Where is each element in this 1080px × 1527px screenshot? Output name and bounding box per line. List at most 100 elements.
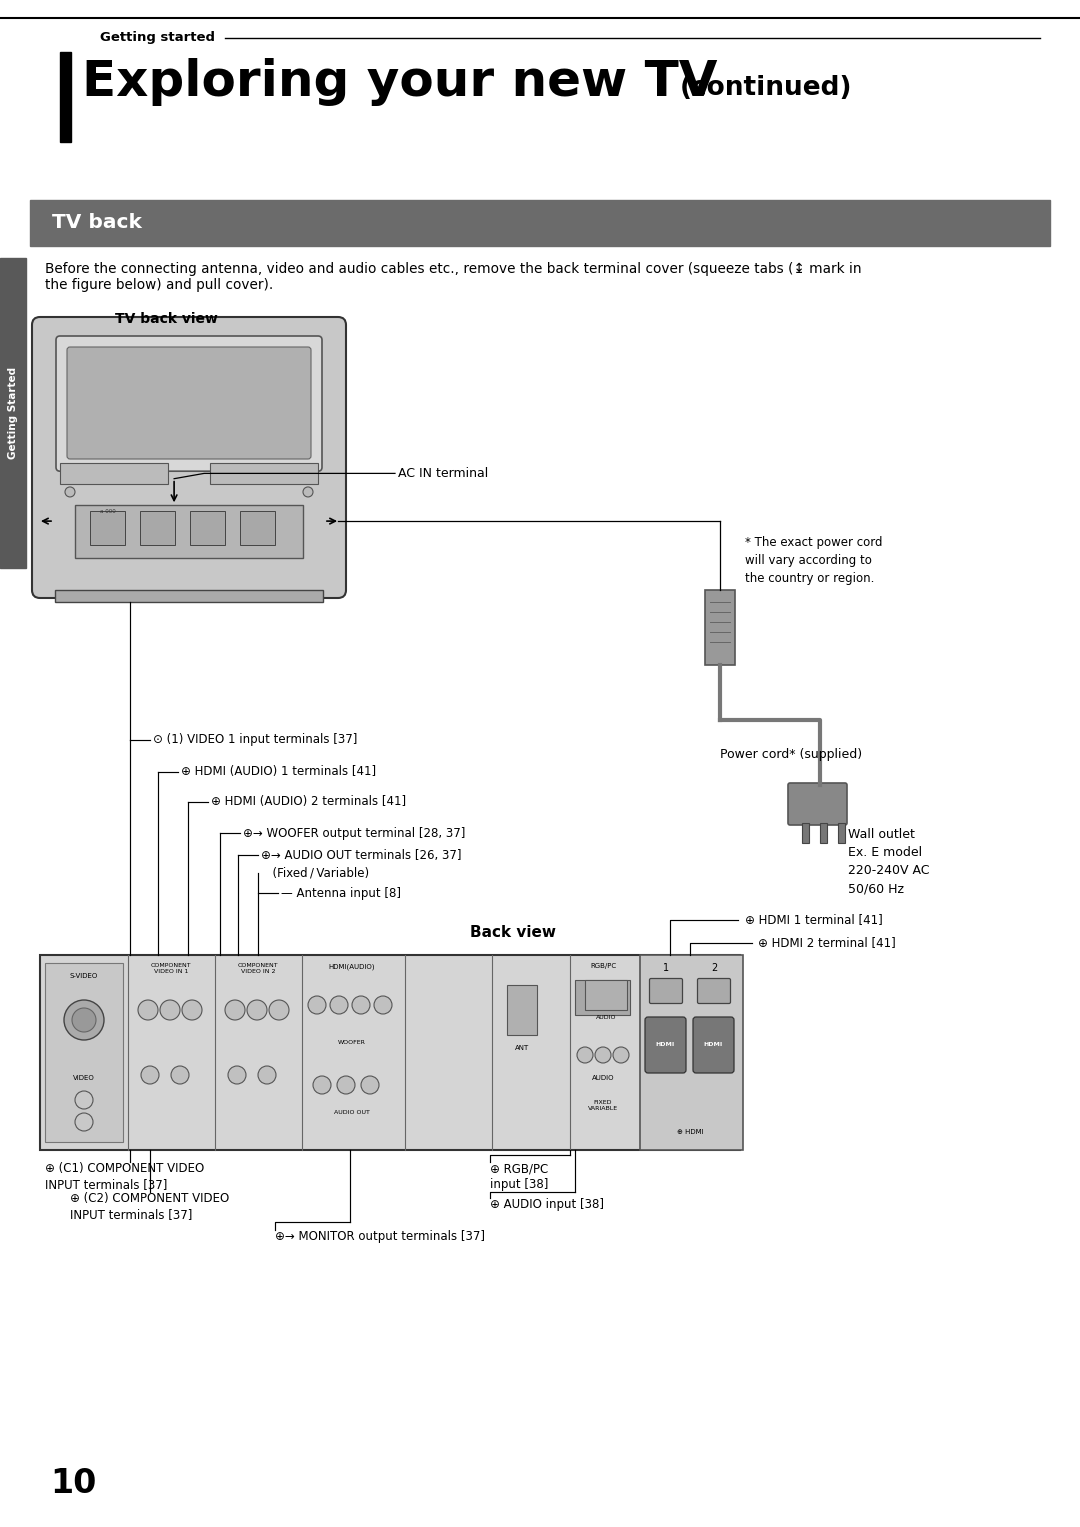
Circle shape	[64, 1000, 104, 1040]
Text: COMPONENT
VIDEO IN 1: COMPONENT VIDEO IN 1	[151, 964, 191, 974]
Text: ⊙ (1) VIDEO 1 input terminals [37]: ⊙ (1) VIDEO 1 input terminals [37]	[153, 733, 357, 747]
Text: Wall outlet
Ex. E model
220-240V AC
50/60 Hz: Wall outlet Ex. E model 220-240V AC 50/6…	[848, 828, 930, 895]
Text: ⊕ HDMI 1 terminal [41]: ⊕ HDMI 1 terminal [41]	[745, 913, 882, 927]
Circle shape	[374, 996, 392, 1014]
Circle shape	[138, 1000, 158, 1020]
Text: AUDIO OUT: AUDIO OUT	[334, 1110, 370, 1115]
Circle shape	[247, 1000, 267, 1020]
Circle shape	[303, 487, 313, 496]
Text: INPUT terminals [37]: INPUT terminals [37]	[70, 1208, 192, 1222]
Text: INPUT terminals [37]: INPUT terminals [37]	[45, 1177, 167, 1191]
Text: * The exact power cord
will vary according to
the country or region.: * The exact power cord will vary accordi…	[745, 536, 882, 585]
Text: Getting started: Getting started	[100, 32, 215, 44]
Text: ⊕ HDMI (AUDIO) 2 terminals [41]: ⊕ HDMI (AUDIO) 2 terminals [41]	[211, 796, 406, 808]
Text: 1: 1	[663, 964, 670, 973]
Text: VIDEO: VIDEO	[73, 1075, 95, 1081]
Text: HDMI: HDMI	[703, 1043, 723, 1048]
Circle shape	[330, 996, 348, 1014]
Text: ⊕ HDMI (AUDIO) 1 terminals [41]: ⊕ HDMI (AUDIO) 1 terminals [41]	[181, 765, 376, 779]
Bar	[802, 823, 809, 843]
Text: AC IN terminal: AC IN terminal	[399, 467, 488, 479]
Circle shape	[141, 1066, 159, 1084]
Text: ⊕ (C1) COMPONENT VIDEO: ⊕ (C1) COMPONENT VIDEO	[45, 1162, 204, 1174]
FancyBboxPatch shape	[56, 336, 322, 472]
Bar	[0, 258, 26, 568]
Text: ⊕ HDMI: ⊕ HDMI	[677, 1128, 703, 1135]
Text: — Antenna input [8]: — Antenna input [8]	[281, 887, 401, 899]
Bar	[30, 200, 1050, 246]
Text: S-VIDEO: S-VIDEO	[70, 973, 98, 979]
FancyBboxPatch shape	[649, 979, 683, 1003]
Bar	[190, 510, 225, 545]
Circle shape	[160, 1000, 180, 1020]
Circle shape	[595, 1048, 611, 1063]
Text: AUDIO: AUDIO	[596, 1015, 617, 1020]
Bar	[210, 463, 318, 484]
Text: TV back: TV back	[52, 214, 141, 232]
Bar	[838, 823, 845, 843]
Text: Getting Started: Getting Started	[8, 366, 18, 460]
Text: HDMI: HDMI	[656, 1043, 675, 1048]
Text: AUDIO: AUDIO	[592, 1075, 615, 1081]
Circle shape	[75, 1113, 93, 1132]
Circle shape	[171, 1066, 189, 1084]
FancyBboxPatch shape	[32, 318, 346, 599]
FancyBboxPatch shape	[788, 783, 847, 825]
Circle shape	[361, 1077, 379, 1093]
Text: ⊕ AUDIO input [38]: ⊕ AUDIO input [38]	[490, 1199, 604, 1211]
Bar	[820, 823, 827, 843]
Text: input [38]: input [38]	[490, 1177, 549, 1191]
Circle shape	[72, 1008, 96, 1032]
Text: ⊕ HDMI 2 terminal [41]: ⊕ HDMI 2 terminal [41]	[758, 936, 895, 950]
Circle shape	[228, 1066, 246, 1084]
Text: RGB/PC: RGB/PC	[590, 964, 616, 970]
Text: 10: 10	[50, 1467, 96, 1500]
Circle shape	[269, 1000, 289, 1020]
Text: (continued): (continued)	[680, 75, 852, 101]
Text: TV back view: TV back view	[114, 312, 218, 325]
Bar	[507, 985, 537, 1035]
Text: the figure below) and pull cover).: the figure below) and pull cover).	[45, 278, 273, 292]
FancyBboxPatch shape	[67, 347, 311, 460]
Bar	[75, 505, 303, 559]
Text: ⊕→ MONITOR output terminals [37]: ⊕→ MONITOR output terminals [37]	[275, 1231, 485, 1243]
Text: ⊕ (C2) COMPONENT VIDEO: ⊕ (C2) COMPONENT VIDEO	[70, 1193, 229, 1205]
FancyBboxPatch shape	[645, 1017, 686, 1073]
Bar	[40, 954, 740, 1150]
Bar	[705, 589, 735, 664]
Circle shape	[308, 996, 326, 1014]
Text: ⊕ RGB/PC: ⊕ RGB/PC	[490, 1162, 549, 1174]
Bar	[45, 964, 123, 1142]
Text: ANT: ANT	[515, 1044, 529, 1051]
Circle shape	[577, 1048, 593, 1063]
Bar	[60, 463, 168, 484]
Text: Exploring your new TV: Exploring your new TV	[82, 58, 717, 105]
Text: ⊕→ AUDIO OUT terminals [26, 37]: ⊕→ AUDIO OUT terminals [26, 37]	[261, 849, 461, 861]
Circle shape	[337, 1077, 355, 1093]
Text: 2: 2	[711, 964, 717, 973]
Bar	[585, 980, 627, 1009]
Text: Back view: Back view	[470, 925, 556, 941]
Text: FIXED
VARIABLE: FIXED VARIABLE	[588, 1099, 618, 1110]
Circle shape	[75, 1090, 93, 1109]
Bar	[55, 589, 323, 602]
Text: Power cord* (supplied): Power cord* (supplied)	[720, 748, 862, 760]
Circle shape	[65, 487, 75, 496]
Text: COMPONENT
VIDEO IN 2: COMPONENT VIDEO IN 2	[238, 964, 279, 974]
FancyBboxPatch shape	[698, 979, 730, 1003]
FancyBboxPatch shape	[693, 1017, 734, 1073]
Circle shape	[225, 1000, 245, 1020]
Text: (Fixed / Variable): (Fixed / Variable)	[249, 866, 369, 880]
Circle shape	[352, 996, 370, 1014]
Circle shape	[183, 1000, 202, 1020]
Circle shape	[613, 1048, 629, 1063]
Bar	[140, 510, 175, 545]
Text: HDMI(AUDIO): HDMI(AUDIO)	[328, 964, 375, 970]
Circle shape	[313, 1077, 330, 1093]
Bar	[90, 510, 125, 545]
Bar	[640, 954, 743, 1150]
Bar	[575, 980, 630, 1015]
Text: ⊕→ WOOFER output terminal [28, 37]: ⊕→ WOOFER output terminal [28, 37]	[243, 826, 465, 840]
Text: a 000: a 000	[100, 508, 116, 515]
Bar	[60, 52, 71, 142]
